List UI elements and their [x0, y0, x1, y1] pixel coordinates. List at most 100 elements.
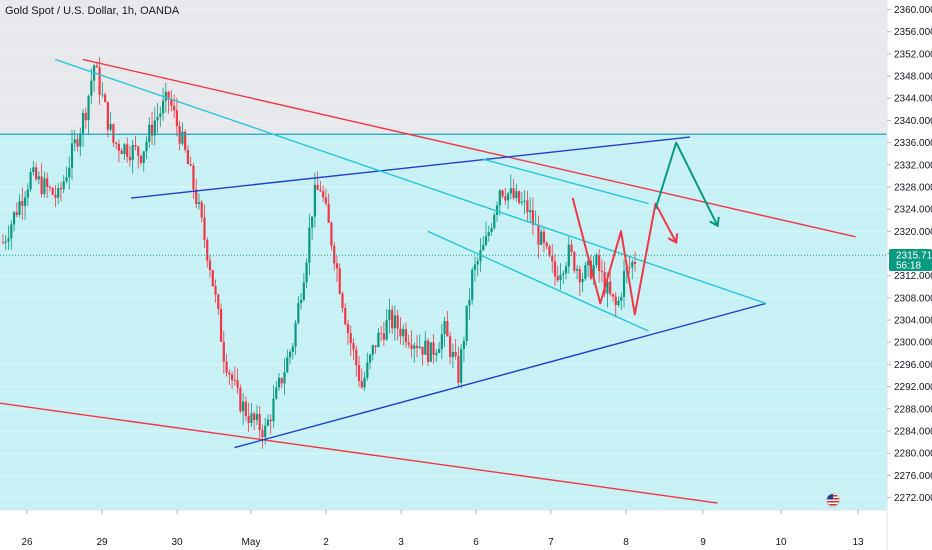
candle-body: [164, 91, 167, 101]
y-tick-label: 2292.000: [894, 382, 932, 393]
candle-body: [137, 146, 140, 156]
candle-body: [186, 149, 190, 165]
candle-body: [26, 189, 29, 198]
grid-lines: [0, 9, 887, 498]
y-tick-label: 2312.000: [894, 271, 932, 282]
candle-body: [29, 172, 32, 190]
candle-body: [239, 387, 242, 412]
x-axis-ticks[interactable]: 26 29 30 May 2 3 6 7 8 9 10 13: [21, 510, 864, 548]
candle-body: [112, 124, 115, 143]
candle-body: [468, 299, 471, 306]
candle-body: [236, 380, 239, 388]
candle-body: [324, 197, 328, 204]
candle-body: [482, 244, 485, 251]
candle-body: [396, 315, 399, 329]
x-tick-label: 3: [398, 537, 404, 548]
y-tick-label: 2344.000: [894, 94, 932, 105]
candle-body: [611, 293, 615, 297]
candle-body: [349, 333, 352, 344]
y-tick-label: 2332.000: [894, 160, 932, 171]
candle-body: [90, 80, 93, 96]
candle-body: [424, 340, 427, 355]
candle-body: [631, 261, 634, 268]
candle-body: [617, 300, 620, 305]
candle-body: [603, 272, 606, 294]
candle-body: [399, 328, 402, 337]
candle-body: [192, 165, 195, 190]
candle-body: [426, 340, 430, 362]
x-tick-label: 8: [623, 537, 629, 548]
trend-line: [482, 158, 649, 205]
candle-body: [95, 65, 98, 68]
x-tick-label: 9: [700, 537, 706, 548]
candle-body: [592, 265, 595, 279]
candle-body: [145, 141, 148, 152]
candle-body: [498, 190, 501, 206]
candle-body: [562, 273, 565, 275]
candle-body: [377, 332, 380, 348]
countdown-timer: 56:18: [896, 261, 921, 272]
current-price-value: 2315.715: [896, 251, 932, 262]
candle-body: [327, 203, 330, 223]
candle-body: [65, 177, 68, 182]
trend-line-drawings[interactable]: [0, 58, 887, 504]
candle-body: [115, 142, 118, 144]
candle-body: [230, 374, 234, 381]
candle-body: [388, 309, 391, 321]
candle-body: [283, 372, 286, 384]
us-flag-icon[interactable]: [826, 493, 840, 507]
candle-body: [206, 239, 209, 261]
candle-body: [12, 212, 16, 225]
candle-body: [153, 120, 156, 136]
y-tick-label: 2272.000: [894, 493, 932, 504]
candle-body: [457, 356, 460, 383]
y-tick-label: 2348.000: [894, 72, 932, 83]
y-tick-label: 2300.000: [894, 338, 932, 349]
candle-body: [542, 231, 546, 243]
candle-body: [322, 191, 325, 198]
candle-body: [609, 281, 612, 294]
candle-body: [570, 244, 573, 253]
candle-body: [393, 315, 397, 329]
candle-body: [545, 242, 548, 247]
candle-body: [360, 380, 363, 388]
candle-body: [509, 188, 512, 194]
candle-body: [161, 100, 165, 114]
projection-path: [571, 197, 678, 316]
candle-body: [62, 181, 65, 190]
candle-body: [506, 193, 510, 201]
candle-body: [540, 231, 543, 245]
candle-body: [587, 260, 590, 266]
candle-body: [471, 269, 474, 300]
candle-body: [297, 303, 300, 323]
candle-body: [253, 413, 256, 421]
candle-body: [504, 196, 507, 201]
candle-body: [316, 184, 319, 190]
candle-body: [142, 151, 145, 163]
candle-body: [462, 341, 466, 349]
candle-body: [280, 377, 283, 384]
candle-body: [529, 210, 532, 213]
candle-body: [59, 187, 63, 190]
x-tick-label: 7: [548, 537, 554, 548]
candle-body: [128, 156, 132, 161]
candle-body: [551, 255, 554, 262]
y-tick-label: 2276.000: [894, 471, 932, 482]
candle-body: [628, 267, 631, 269]
candle-body: [302, 282, 305, 301]
candle-body: [308, 227, 311, 263]
candle-body: [272, 398, 275, 422]
y-tick-label: 2288.000: [894, 404, 932, 415]
candle-body: [435, 352, 438, 355]
candle-body: [101, 94, 104, 96]
candle-body: [32, 167, 35, 173]
y-tick-label: 2324.000: [894, 205, 932, 216]
candle-body: [48, 186, 52, 189]
candle-body: [473, 264, 477, 270]
candle-body: [429, 342, 432, 362]
candle-body: [120, 150, 123, 154]
y-tick-label: 2356.000: [894, 27, 932, 38]
candle-body: [501, 190, 504, 197]
candle-body: [512, 188, 515, 199]
